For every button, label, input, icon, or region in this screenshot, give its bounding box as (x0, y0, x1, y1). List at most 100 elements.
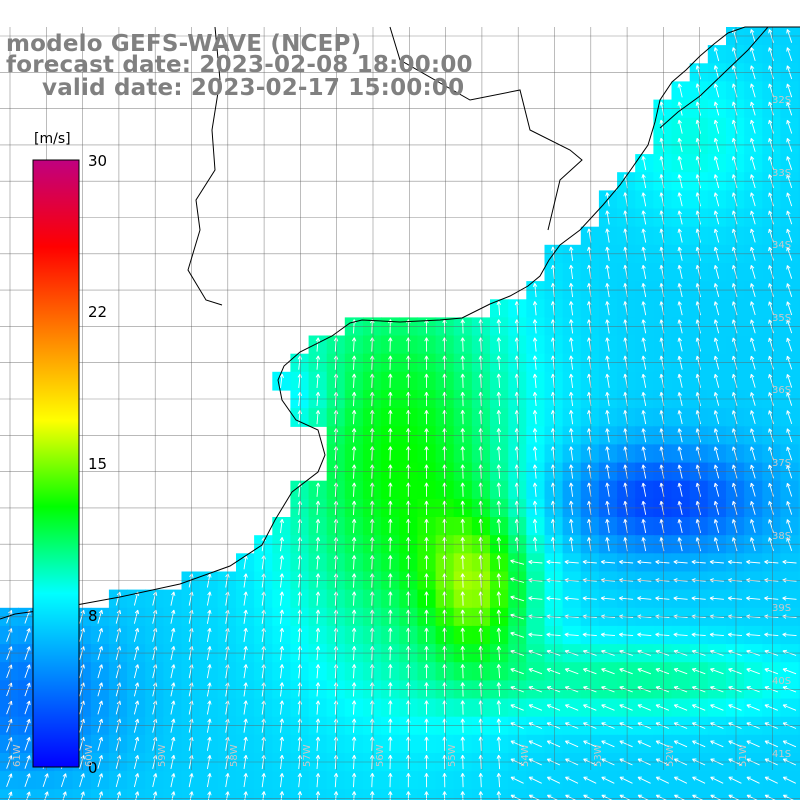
wind-arrow (768, 446, 774, 461)
wind-arrow (786, 265, 793, 279)
wind-arrow (424, 373, 429, 388)
lat-label-37s: 37S (772, 458, 792, 469)
wind-arrow (601, 668, 615, 675)
wind-arrow (133, 700, 140, 715)
wind-arrow (746, 704, 760, 711)
wind-arrow (786, 47, 793, 62)
speed-cell (798, 625, 800, 645)
wind-arrow (673, 559, 688, 565)
speed-cell (562, 789, 582, 800)
wind-arrow (655, 704, 670, 711)
wind-arrow (133, 773, 140, 788)
speed-cell (798, 299, 800, 319)
wind-arrow (460, 337, 465, 352)
wind-arrow (152, 773, 158, 788)
speed-cell (490, 789, 509, 800)
wind-arrow (79, 773, 85, 788)
wind-arrow (709, 596, 724, 601)
wind-arrow (782, 632, 797, 637)
wind-arrow (460, 555, 465, 570)
wind-arrow (170, 773, 176, 788)
speed-cell (798, 771, 800, 790)
wind-arrow (24, 664, 31, 679)
wind-arrow (564, 704, 579, 711)
speed-cell (598, 789, 618, 800)
speed-cell (0, 607, 19, 627)
wind-arrow (243, 736, 248, 751)
wind-arrow (460, 664, 465, 679)
wind-arrow (731, 482, 738, 497)
lon-label-61w: 61W (12, 744, 23, 767)
wind-arrow (496, 664, 502, 679)
wind-arrow (170, 591, 176, 606)
speed-cell (798, 190, 800, 210)
lon-label-60w: 60W (84, 744, 95, 767)
wind-arrow (768, 192, 774, 207)
wind-arrow (315, 627, 321, 643)
wind-arrow (677, 337, 683, 352)
wind-arrow (424, 482, 429, 497)
wind-arrow (637, 704, 651, 711)
wind-arrow (728, 740, 742, 748)
wind-arrow (279, 700, 285, 715)
wind-arrow (97, 627, 104, 642)
wind-arrow (97, 773, 104, 788)
wind-arrow (713, 192, 720, 207)
wind-arrow (243, 591, 248, 606)
wind-arrow (731, 264, 738, 279)
wind-arrow (641, 446, 647, 461)
wind-arrow (279, 518, 285, 534)
speed-cell (0, 716, 19, 736)
wind-arrow (637, 776, 651, 784)
wind-arrow (496, 482, 502, 497)
wind-arrow (546, 596, 561, 601)
wind-arrow (97, 736, 104, 751)
wind-arrow (677, 156, 683, 171)
wind-arrow (315, 410, 321, 425)
wind-arrow (532, 446, 538, 461)
wind-arrow (601, 776, 615, 784)
speed-cell (0, 644, 19, 663)
wind-arrow (243, 664, 248, 679)
wind-arrow (655, 776, 669, 784)
speed-cell (127, 734, 146, 754)
wind-arrow (731, 337, 738, 352)
wind-arrow (750, 446, 756, 461)
wind-arrow (569, 482, 574, 497)
colorbar-tick-22: 22 (88, 303, 108, 321)
wind-arrow (746, 632, 761, 637)
wind-arrow (750, 337, 756, 352)
lat-label-39s: 39S (772, 603, 792, 614)
wind-arrow (424, 555, 429, 570)
speed-cell (798, 226, 800, 246)
wind-arrow (315, 664, 321, 679)
speed-cell (544, 789, 564, 800)
wind-arrow (424, 518, 429, 534)
wind-arrow (710, 740, 724, 748)
wind-arrow (546, 632, 561, 637)
wind-arrow (713, 228, 720, 243)
wind-arrow (510, 668, 524, 675)
lon-label-51w: 51W (738, 744, 749, 767)
wind-arrow (333, 772, 339, 788)
wind-arrow (691, 559, 706, 565)
wind-arrow (764, 740, 778, 748)
wind-arrow (713, 264, 720, 279)
wind-arrow (764, 704, 778, 711)
speed-cell (744, 789, 763, 800)
wind-arrow (279, 664, 285, 679)
speed-cell (798, 263, 800, 282)
speed-cell (798, 789, 800, 800)
speed-cell (707, 789, 727, 800)
wind-arrow (424, 337, 429, 352)
wind-arrow (710, 704, 724, 711)
wind-arrow (750, 47, 756, 62)
wind-arrow (569, 264, 574, 280)
wind-arrow (170, 700, 176, 715)
speed-cell (798, 317, 800, 337)
wind-arrow (532, 301, 538, 316)
wind-arrow (206, 700, 212, 715)
wind-arrow (731, 373, 738, 388)
wind-arrow (279, 591, 285, 606)
wind-arrow (97, 664, 104, 679)
